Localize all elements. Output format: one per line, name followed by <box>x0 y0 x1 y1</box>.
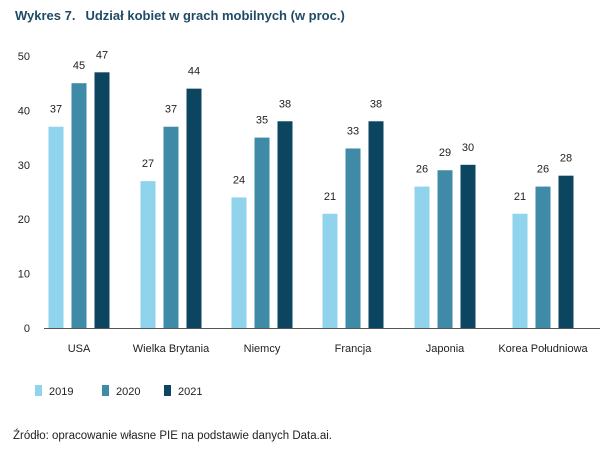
bar-niemcy-2020 <box>254 137 270 328</box>
legend-swatch-2021 <box>164 385 171 396</box>
x-category-label: Korea Południowa <box>498 343 588 355</box>
value-label: 21 <box>514 191 526 203</box>
bar-francja-2020 <box>345 148 361 328</box>
value-label: 38 <box>279 98 291 110</box>
y-tick-label: 50 <box>18 51 30 63</box>
bar-japonia-2020 <box>437 170 453 328</box>
y-tick-label: 40 <box>18 105 30 117</box>
bar-japonia-2021 <box>460 164 476 328</box>
x-category-label: USA <box>68 343 91 355</box>
value-label: 38 <box>370 98 382 110</box>
bar-usa-2020 <box>71 83 87 328</box>
chart-title-text: Udział kobiet w grach mobilnych (w proc.… <box>85 8 345 23</box>
x-category-label: Niemcy <box>244 343 281 355</box>
value-label: 24 <box>233 174 245 186</box>
x-category-label: Wielka Brytania <box>133 343 210 355</box>
chart-title: Wykres 7. Udział kobiet w grach mobilnych… <box>15 8 345 23</box>
value-label: 45 <box>73 60 85 72</box>
bar-chart: 0 10 20 30 40 50 37 45 47 27 37 44 24 35 38 21 33 38 26 29… <box>18 49 600 398</box>
value-label: 33 <box>347 125 359 137</box>
y-tick-label: 10 <box>18 269 30 281</box>
value-label: 28 <box>560 153 572 165</box>
bar-niemcy-2019 <box>231 197 247 328</box>
value-label: 21 <box>324 191 336 203</box>
bar-korea-południowa-2020 <box>535 186 551 328</box>
legend-label-2021: 2021 <box>178 386 202 398</box>
legend-swatch-2019 <box>35 385 42 396</box>
bar-wielka-brytania-2021 <box>186 88 202 328</box>
y-tick-label: 0 <box>24 323 30 335</box>
x-category-label: Francja <box>335 343 373 355</box>
value-label: 26 <box>537 164 549 176</box>
value-label: 27 <box>142 158 154 170</box>
legend: 2019 2020 2021 <box>35 385 202 398</box>
bars <box>48 72 574 328</box>
bar-korea-południowa-2021 <box>558 175 574 328</box>
value-label: 47 <box>96 49 108 61</box>
x-axis-labels: USA Wielka Brytania Niemcy Francja Japonia Ko… <box>68 343 589 355</box>
value-label: 29 <box>439 147 451 159</box>
bar-korea-południowa-2019 <box>512 213 528 328</box>
legend-swatch-2020 <box>102 385 109 396</box>
y-tick-label: 30 <box>18 160 30 172</box>
bar-francja-2019 <box>322 213 338 328</box>
bar-usa-2019 <box>48 126 64 328</box>
figure-label: Wykres 7. <box>15 8 76 23</box>
bar-francja-2021 <box>368 121 384 328</box>
bar-usa-2021 <box>94 72 110 328</box>
value-label: 44 <box>188 66 200 78</box>
legend-label-2020: 2020 <box>116 386 140 398</box>
y-tick-label: 20 <box>18 214 30 226</box>
bar-wielka-brytania-2019 <box>140 181 156 328</box>
value-label: 37 <box>50 104 62 116</box>
value-label: 30 <box>462 142 474 154</box>
y-axis-ticks: 0 10 20 30 40 50 <box>18 51 30 335</box>
bar-wielka-brytania-2020 <box>163 126 179 328</box>
bar-japonia-2019 <box>414 186 430 328</box>
bar-niemcy-2021 <box>277 121 293 328</box>
value-label: 35 <box>256 115 268 127</box>
x-category-label: Japonia <box>426 343 465 355</box>
legend-label-2019: 2019 <box>49 386 73 398</box>
value-label: 37 <box>165 104 177 116</box>
source-note: Źródło: opracowanie własne PIE na podsta… <box>13 430 332 442</box>
value-labels: 37 45 47 27 37 44 24 35 38 21 33 38 26 29 30 21 26 28 <box>50 49 572 202</box>
value-label: 26 <box>416 164 428 176</box>
